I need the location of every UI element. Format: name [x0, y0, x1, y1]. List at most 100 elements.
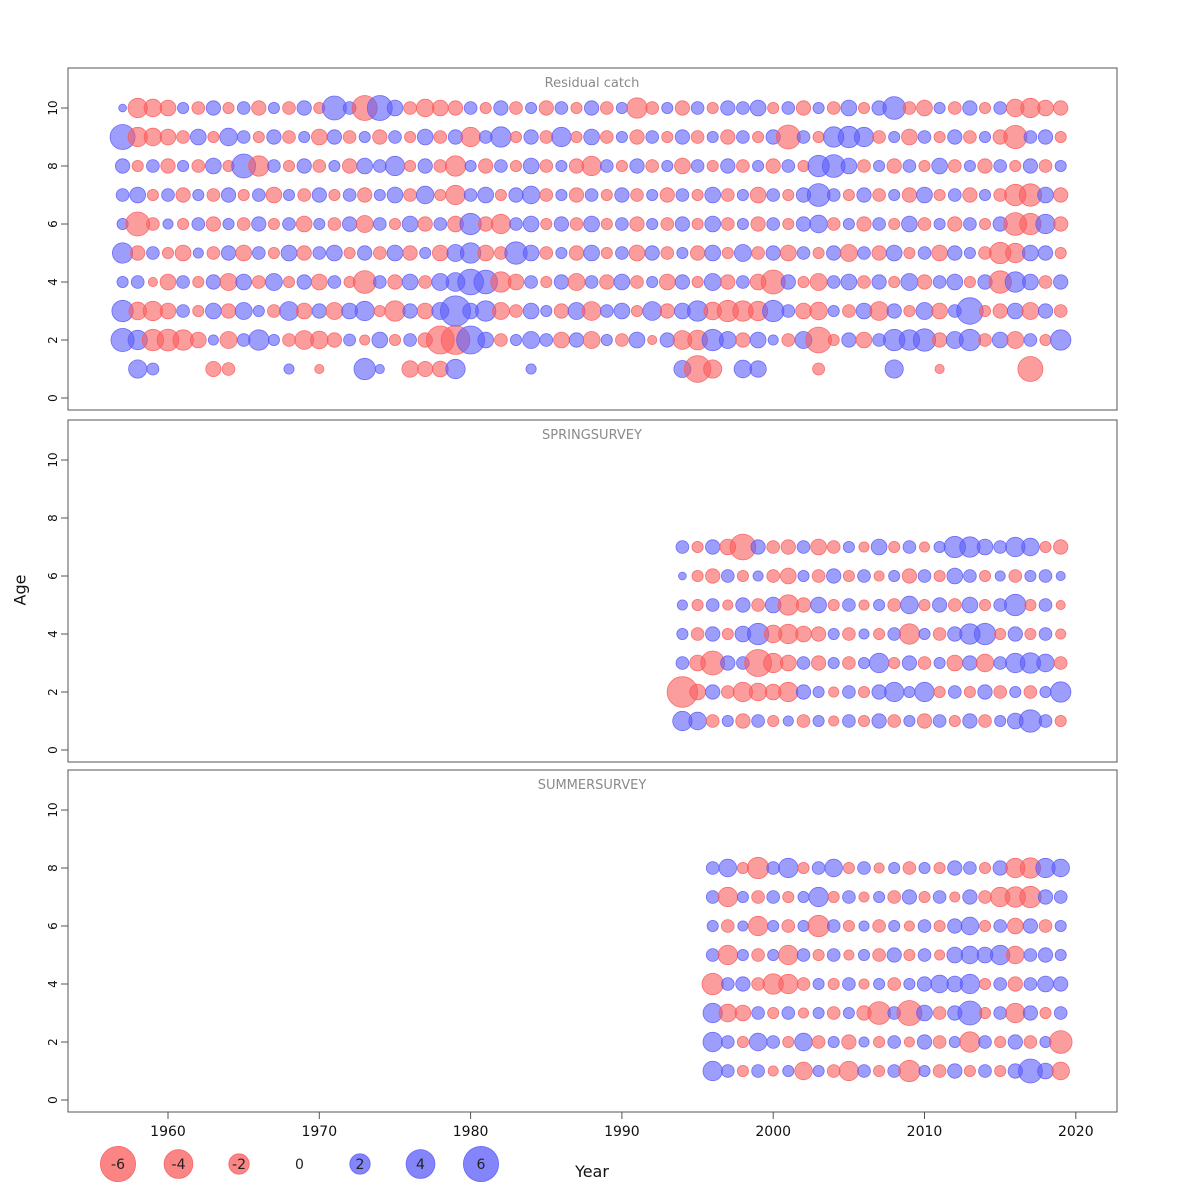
residual-bubble: [888, 920, 901, 933]
residual-bubble: [993, 159, 1007, 173]
residual-bubble: [490, 213, 511, 235]
residual-bubble: [857, 275, 871, 289]
residual-bubble: [676, 599, 688, 611]
residual-bubble: [460, 126, 481, 148]
residual-bubble: [691, 541, 704, 554]
residual-bubble: [674, 129, 691, 145]
residual-bubble: [1038, 627, 1053, 641]
residual-bubble: [751, 246, 765, 260]
residual-bubble: [931, 244, 948, 262]
residual-bubble: [720, 685, 735, 699]
residual-bubble: [1039, 541, 1052, 554]
residual-bubble: [916, 713, 933, 729]
residual-bubble: [236, 333, 251, 347]
residual-bubble: [857, 159, 871, 173]
residual-bubble: [569, 217, 584, 231]
residual-bubble: [479, 102, 492, 115]
residual-bubble: [600, 246, 613, 259]
residual-bubble: [298, 130, 311, 143]
residual-bubble: [283, 363, 295, 375]
residual-bubble: [131, 159, 144, 172]
residual-bubble: [888, 275, 901, 288]
residual-bubble: [930, 974, 949, 994]
residual-bubble: [842, 862, 855, 875]
residual-bubble: [978, 714, 992, 728]
residual-bubble: [807, 914, 830, 938]
residual-bubble: [947, 188, 962, 202]
residual-bubble: [994, 715, 1007, 728]
residual-bubble: [720, 100, 736, 116]
residual-bubble: [205, 157, 222, 175]
residual-bubble: [795, 302, 812, 320]
residual-bubble: [1037, 303, 1054, 319]
residual-bubble: [162, 218, 174, 230]
residual-bubble: [491, 302, 510, 320]
residual-bubble: [645, 159, 659, 173]
residual-bubble: [886, 158, 902, 174]
residual-bubble: [553, 303, 570, 319]
residual-bubble: [539, 159, 554, 173]
residual-bubble: [522, 331, 540, 349]
residual-bubble: [706, 130, 719, 143]
residual-bubble: [417, 216, 433, 232]
residual-bubble: [615, 102, 628, 115]
residual-bubble: [614, 187, 630, 203]
residual-bubble: [993, 1006, 1007, 1020]
residual-bubble: [737, 920, 749, 932]
residual-bubble: [1021, 537, 1040, 557]
residual-bubble: [583, 244, 600, 262]
residual-bubble: [841, 332, 857, 348]
residual-bubble: [630, 188, 644, 202]
residual-bubble: [311, 303, 327, 319]
residual-bubble: [1021, 302, 1040, 320]
residual-bubble: [645, 130, 659, 144]
residual-bubble: [236, 101, 251, 115]
residual-bubble: [1038, 275, 1053, 289]
residual-bubble: [705, 714, 720, 728]
residual-bubble: [963, 246, 976, 259]
legend-value-label: -4: [172, 1157, 186, 1173]
residual-bubble: [248, 155, 270, 177]
residual-bubble: [962, 889, 978, 905]
residual-bubble: [888, 188, 901, 201]
residual-bubble: [795, 216, 812, 232]
residual-bubble: [1023, 685, 1038, 699]
residual-bubble: [555, 188, 568, 201]
residual-bubble: [703, 273, 722, 291]
residual-bubble: [207, 130, 220, 143]
residual-bubble: [1023, 333, 1038, 347]
residual-bubble: [251, 246, 266, 260]
residual-bubble: [932, 1006, 947, 1020]
residual-bubble: [328, 159, 341, 172]
legend-value-label: 0: [295, 1157, 304, 1173]
x-tick-label: 1980: [453, 1124, 489, 1140]
residual-bubble: [143, 127, 163, 147]
residual-bubble: [979, 188, 992, 201]
residual-bubble: [858, 599, 870, 611]
residual-bubble: [1053, 216, 1069, 232]
residual-bubble: [916, 99, 933, 117]
panel-border: [67, 769, 1118, 1113]
residual-bubble: [599, 274, 615, 290]
residual-bubble: [130, 275, 145, 289]
residual-bubble: [873, 891, 886, 904]
residual-bubble: [251, 216, 267, 232]
residual-bubble: [1053, 100, 1069, 116]
residual-bubble: [871, 274, 887, 290]
residual-bubble: [808, 886, 829, 908]
residual-bubble: [146, 188, 159, 201]
legend-value-label: 2: [356, 1157, 365, 1173]
residual-bubble: [931, 332, 948, 348]
residual-bubble: [248, 329, 270, 351]
residual-bubble: [977, 684, 993, 700]
residual-bubble: [1053, 187, 1069, 203]
residual-bubble: [235, 244, 253, 262]
residual-bubble: [826, 948, 841, 962]
residual-bubble: [282, 101, 296, 115]
residual-bubble: [720, 188, 735, 202]
residual-bubble: [778, 623, 799, 645]
residual-bubble: [886, 947, 902, 963]
residual-bubble: [736, 570, 749, 583]
residual-bubble: [659, 332, 675, 348]
residual-bubble: [871, 713, 887, 729]
